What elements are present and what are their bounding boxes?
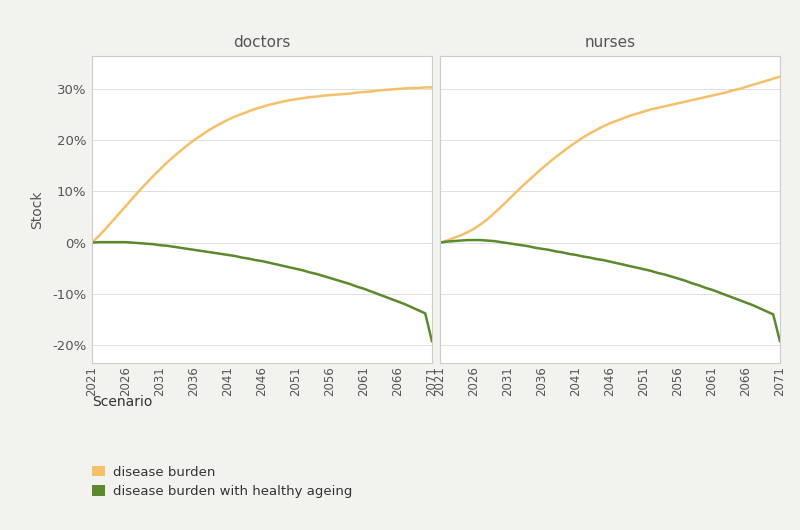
Text: Scenario: Scenario	[92, 395, 152, 409]
Y-axis label: Stock: Stock	[30, 190, 44, 228]
Title: nurses: nurses	[585, 36, 635, 50]
Title: doctors: doctors	[234, 36, 290, 50]
Legend: disease burden, disease burden with healthy ageing: disease burden, disease burden with heal…	[92, 465, 353, 498]
